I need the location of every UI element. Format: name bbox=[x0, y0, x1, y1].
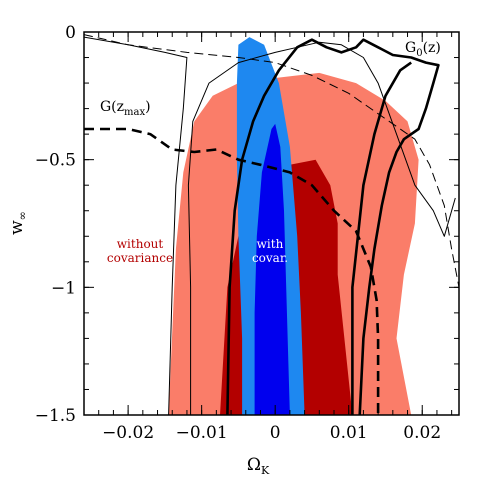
g0-thick-right bbox=[351, 61, 412, 415]
thin-dashed-diagonal bbox=[84, 34, 459, 288]
x-axis-label: ΩK bbox=[247, 455, 270, 477]
thin-solid-left-branch bbox=[84, 36, 188, 415]
without-label-line1: without bbox=[117, 237, 164, 251]
y-tick-label: −1 bbox=[51, 278, 76, 298]
x-tick-label: 0.01 bbox=[330, 423, 368, 443]
y-axis-label: w∞ bbox=[7, 211, 29, 235]
y-tick-label: −0.5 bbox=[35, 151, 76, 171]
with-label-line2: covar. bbox=[252, 251, 288, 265]
plot-frame bbox=[83, 31, 460, 416]
g-zmax-thick-dashed bbox=[84, 127, 380, 415]
svg-text:w∞: w∞ bbox=[7, 211, 29, 235]
thin-solid-contour bbox=[187, 41, 456, 415]
x-tick-label: −0.02 bbox=[102, 423, 154, 443]
with-covariance-inner bbox=[254, 123, 290, 415]
g0-thick-left bbox=[226, 38, 440, 415]
x-tick-label: 0 bbox=[270, 423, 281, 443]
g0-curve-label: G0(z) bbox=[405, 40, 441, 59]
with-label-line1: with bbox=[257, 237, 284, 251]
confidence-regions bbox=[168, 37, 419, 415]
without-label-line2: covariance bbox=[107, 251, 173, 265]
contour-lines bbox=[84, 34, 459, 415]
y-tick-label: 0 bbox=[65, 23, 76, 43]
gzmax-curve-label: G(zmax) bbox=[100, 99, 151, 118]
x-tick-label: 0.02 bbox=[403, 423, 441, 443]
y-tick-label: −1.5 bbox=[35, 406, 76, 426]
tick-labels: −0.02 −0.01 0 0.01 0.02 0 −0.5 −1 −1.5 bbox=[35, 23, 441, 443]
x-tick-label: −0.01 bbox=[176, 423, 228, 443]
